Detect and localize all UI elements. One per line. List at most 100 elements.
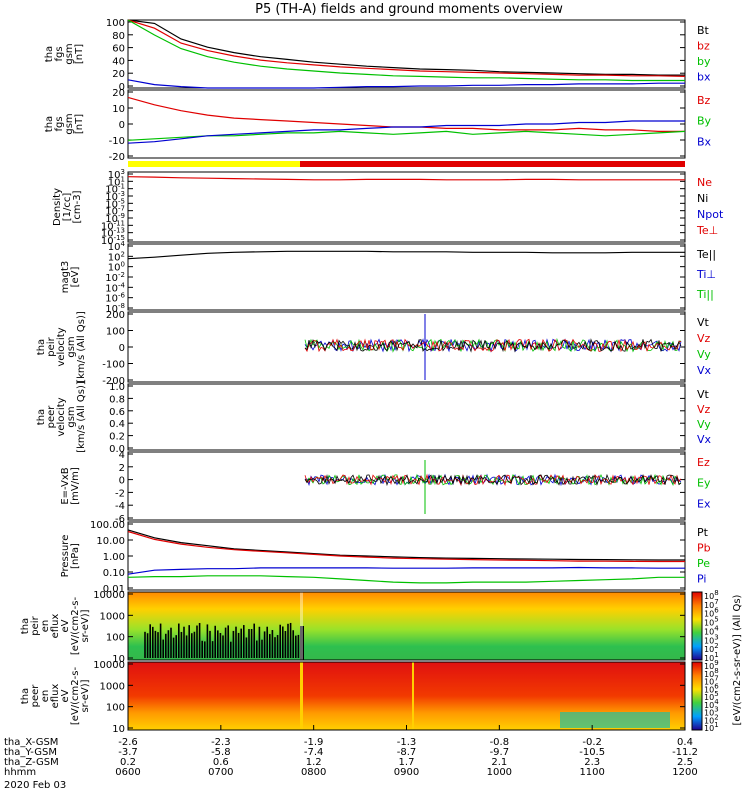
legend-bz: Bz <box>697 94 711 107</box>
x-axis-value: 2.1 <box>491 757 507 768</box>
x-axis-value: -0.8 <box>490 737 510 748</box>
legend-te⊥: Te⊥ <box>696 224 718 237</box>
y-axis-label: [nT] <box>74 114 85 134</box>
panel-density <box>127 171 686 243</box>
panel-fgs_mag <box>127 19 686 89</box>
y-tick-label: 4 <box>119 450 125 461</box>
x-axis-value: 1100 <box>579 767 604 778</box>
y-axis-label: [mV/m] <box>70 467 81 505</box>
x-axis-row-label: tha_X-GSM <box>4 737 58 748</box>
legend-bx: Bx <box>697 135 712 148</box>
y-tick-label: 102 <box>108 250 125 263</box>
panel-frame <box>127 311 686 383</box>
noisy-trace <box>304 473 682 487</box>
legend-pi: Pi <box>697 573 706 586</box>
y-axis-label: en <box>40 620 51 633</box>
legend-bt: Bt <box>697 24 710 37</box>
y-tick-label: 2 <box>119 463 125 474</box>
colorbar <box>691 661 703 731</box>
y-axis-label: tha <box>36 409 47 425</box>
x-axis-value: -11.2 <box>672 747 698 758</box>
series-line-bx <box>127 120 685 144</box>
colorbar-tick-label: 107 <box>704 598 719 610</box>
y-axis-label: gsm <box>64 43 75 64</box>
x-axis-value: -9.7 <box>490 747 510 758</box>
legend-vz: Vz <box>697 332 711 345</box>
legend-ti||: Ti|| <box>696 288 714 301</box>
legend-ey: Ey <box>697 477 711 490</box>
x-axis-value: 2.3 <box>584 757 600 768</box>
series-line-pt <box>127 529 685 561</box>
y-axis-label: fgs <box>54 46 65 61</box>
elec-low-flux-region <box>560 712 670 728</box>
x-axis-value: -5.8 <box>211 747 231 758</box>
y-tick-label: 10000 <box>93 660 125 671</box>
y-tick-label: -2 <box>115 488 125 499</box>
legend-ti⊥: Ti⊥ <box>696 268 716 281</box>
y-tick-label: 0 <box>119 82 125 93</box>
y-tick-label: 100 <box>106 633 125 644</box>
x-axis-value: -10.5 <box>579 747 605 758</box>
colorbar <box>691 591 703 661</box>
y-tick-label: 100 <box>106 327 125 338</box>
y-axis-label: [cm-3] <box>72 190 83 223</box>
series-line-by <box>127 130 686 141</box>
y-tick-label: 20 <box>112 88 125 99</box>
y-tick-label: 10-8 <box>105 302 125 315</box>
x-axis-value: 0.4 <box>677 737 693 748</box>
y-axis-label: velocity <box>56 397 67 436</box>
colorbar-tick-label: 104 <box>704 698 719 710</box>
legend-pe: Pe <box>697 557 710 570</box>
y-tick-label: 103 <box>108 168 125 181</box>
series-line-te|| <box>127 250 685 260</box>
y-tick-label: 10 <box>112 654 125 665</box>
series-line-pe <box>127 575 685 584</box>
y-tick-label: 10-2 <box>105 271 125 284</box>
y-tick-label: 0.6 <box>109 407 125 418</box>
y-axis-label: gsm <box>64 113 75 134</box>
colorbar-label: [eV/(cm2-s-sr-eV)] (All Qs) <box>732 594 743 725</box>
y-tick-label: 10-13 <box>101 227 125 240</box>
x-axis-value: 1.7 <box>399 757 415 768</box>
x-axis-row-label: hhmm <box>4 767 36 778</box>
y-axis-label: eflux <box>50 614 61 639</box>
colorbar-tick-label: 105 <box>704 690 719 702</box>
legend-pb: Pb <box>697 542 711 555</box>
panel-elec_spec <box>127 661 686 731</box>
y-axis-label: [eV/(cm2-s- <box>70 667 81 726</box>
y-axis-label: peir <box>46 336 57 356</box>
y-axis-label: fgs <box>54 116 65 131</box>
series-line-bx <box>127 79 685 89</box>
y-axis-label: sr-eV)] <box>80 679 91 712</box>
y-tick-label: 10-11 <box>101 219 125 232</box>
y-tick-label: 10-4 <box>105 281 125 294</box>
legend-vx: Vx <box>697 433 712 446</box>
y-tick-label: 0.0 <box>109 444 125 455</box>
ion-gap-marker <box>300 592 303 660</box>
x-axis-value: -1.3 <box>397 737 417 748</box>
y-tick-label: 100.00 <box>90 520 125 531</box>
plot-title: P5 (TH-A) fields and ground moments over… <box>255 2 563 17</box>
colorbar-tick-label: 109 <box>704 659 719 671</box>
legend-vt: Vt <box>697 316 710 329</box>
y-tick-label: 104 <box>108 240 126 253</box>
y-axis-label: tha <box>20 618 31 634</box>
y-tick-label: 0 <box>119 120 125 131</box>
colorbar-tick-label: 104 <box>704 624 719 636</box>
colorbar-tick-label: 106 <box>704 607 719 619</box>
y-tick-label: 0.01 <box>103 584 125 595</box>
y-tick-label: 10-9 <box>105 212 125 225</box>
panel-fgs_comp <box>127 89 686 159</box>
x-axis-value: 0800 <box>301 767 326 778</box>
colorbar-tick-label: 101 <box>704 721 719 733</box>
y-tick-label: 10-7 <box>105 205 125 218</box>
mode-bar-fast <box>300 161 685 167</box>
panel-frame <box>127 591 686 661</box>
y-tick-label: 1000 <box>100 611 125 622</box>
legend-vy: Vy <box>697 348 711 361</box>
colorbar-tick-label: 103 <box>704 706 719 718</box>
y-axis-label: [eV/(cm2-s- <box>70 597 81 656</box>
y-tick-label: 100 <box>108 261 125 274</box>
panel-frame <box>127 89 686 159</box>
